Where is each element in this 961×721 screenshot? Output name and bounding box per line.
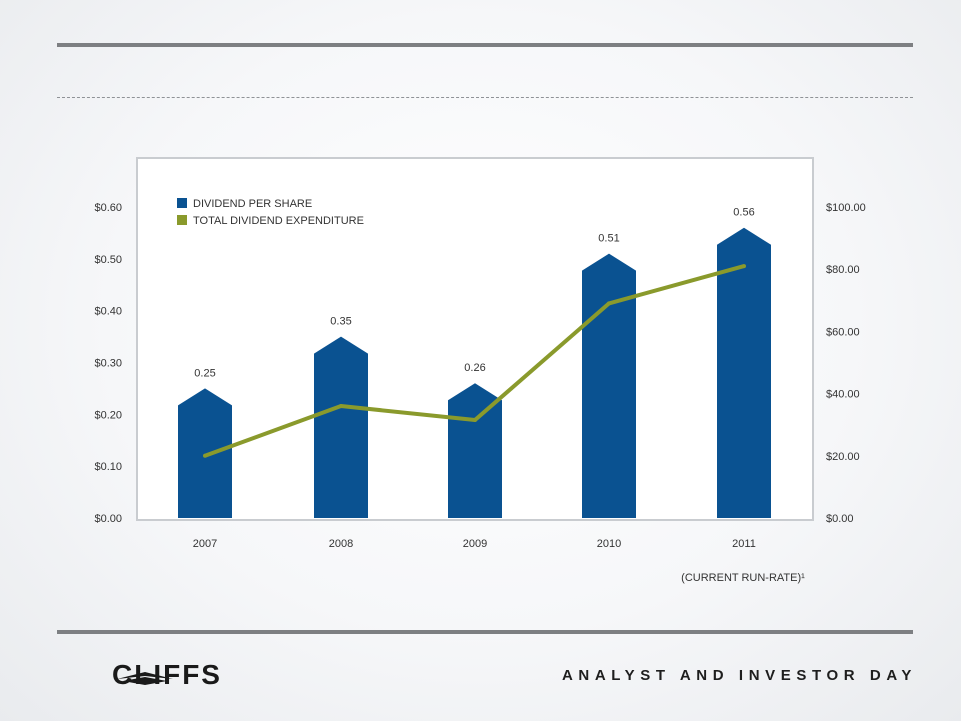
left-tick-label: $0.30 — [94, 358, 122, 370]
legend-swatch-line — [177, 215, 187, 225]
bar-data-label: 0.26 — [464, 362, 485, 374]
bar-series — [178, 227, 771, 518]
footer-title: ANALYST AND INVESTOR DAY — [562, 667, 917, 684]
logo-wordmark: CLIFFS — [112, 659, 222, 690]
right-axis: $0.00 $20.00 $40.00 $60.00 $80.00 $100.00 — [826, 202, 866, 525]
category-note: (CURRENT RUN-RATE)¹ — [681, 572, 805, 584]
legend-label-bars: DIVIDEND PER SHARE — [193, 198, 312, 210]
right-tick-label: $100.00 — [826, 202, 866, 214]
left-tick-label: $0.50 — [94, 254, 122, 266]
expenditure-point — [742, 264, 746, 269]
expenditure-point — [203, 453, 207, 458]
right-tick-label: $0.00 — [826, 513, 854, 525]
line-series — [203, 264, 746, 458]
expenditure-point — [339, 404, 343, 409]
bar-data-label: 0.56 — [733, 207, 754, 219]
bar-data-labels: 0.25 0.35 0.26 0.51 0.56 — [194, 207, 754, 380]
x-tick-label: 2011 — [732, 538, 756, 550]
dashed-divider — [57, 97, 913, 98]
legend-label-line: TOTAL DIVIDEND EXPENDITURE — [193, 215, 364, 227]
bar-data-label: 0.25 — [194, 367, 215, 379]
legend-swatch-bars — [177, 198, 187, 208]
x-tick-label: 2008 — [329, 538, 353, 550]
x-tick-label: 2007 — [193, 538, 217, 550]
left-tick-label: $0.60 — [94, 202, 122, 214]
right-tick-label: $80.00 — [826, 264, 860, 276]
x-axis: 2007 2008 2009 2010 2011 — [193, 538, 756, 550]
bottom-rule — [57, 630, 913, 634]
x-tick-label: 2010 — [597, 538, 621, 550]
left-tick-label: $0.00 — [94, 513, 122, 525]
bar-2007 — [178, 388, 232, 518]
bar-data-label: 0.51 — [598, 233, 619, 245]
right-tick-label: $20.00 — [826, 451, 860, 463]
dividend-chart: $0.00 $0.10 $0.20 $0.30 $0.40 $0.50 $0.60 $0.0… — [94, 157, 866, 584]
bar-data-label: 0.35 — [330, 316, 351, 328]
legend: DIVIDEND PER SHARE TOTAL DIVIDEND EXPEND… — [177, 198, 364, 227]
left-tick-label: $0.20 — [94, 409, 122, 421]
top-rule — [57, 43, 913, 47]
expenditure-point — [473, 418, 477, 423]
expenditure-point — [607, 301, 611, 306]
right-tick-label: $60.00 — [826, 326, 860, 338]
x-tick-label: 2009 — [463, 538, 487, 550]
bar-2010 — [582, 253, 636, 518]
right-tick-label: $40.00 — [826, 389, 860, 401]
left-tick-label: $0.40 — [94, 306, 122, 318]
left-tick-label: $0.10 — [94, 461, 122, 473]
bar-2011 — [717, 227, 771, 518]
bar-2008 — [314, 336, 368, 518]
left-axis: $0.00 $0.10 $0.20 $0.30 $0.40 $0.50 $0.60 — [94, 202, 122, 525]
cliffs-logo-icon — [117, 672, 173, 685]
